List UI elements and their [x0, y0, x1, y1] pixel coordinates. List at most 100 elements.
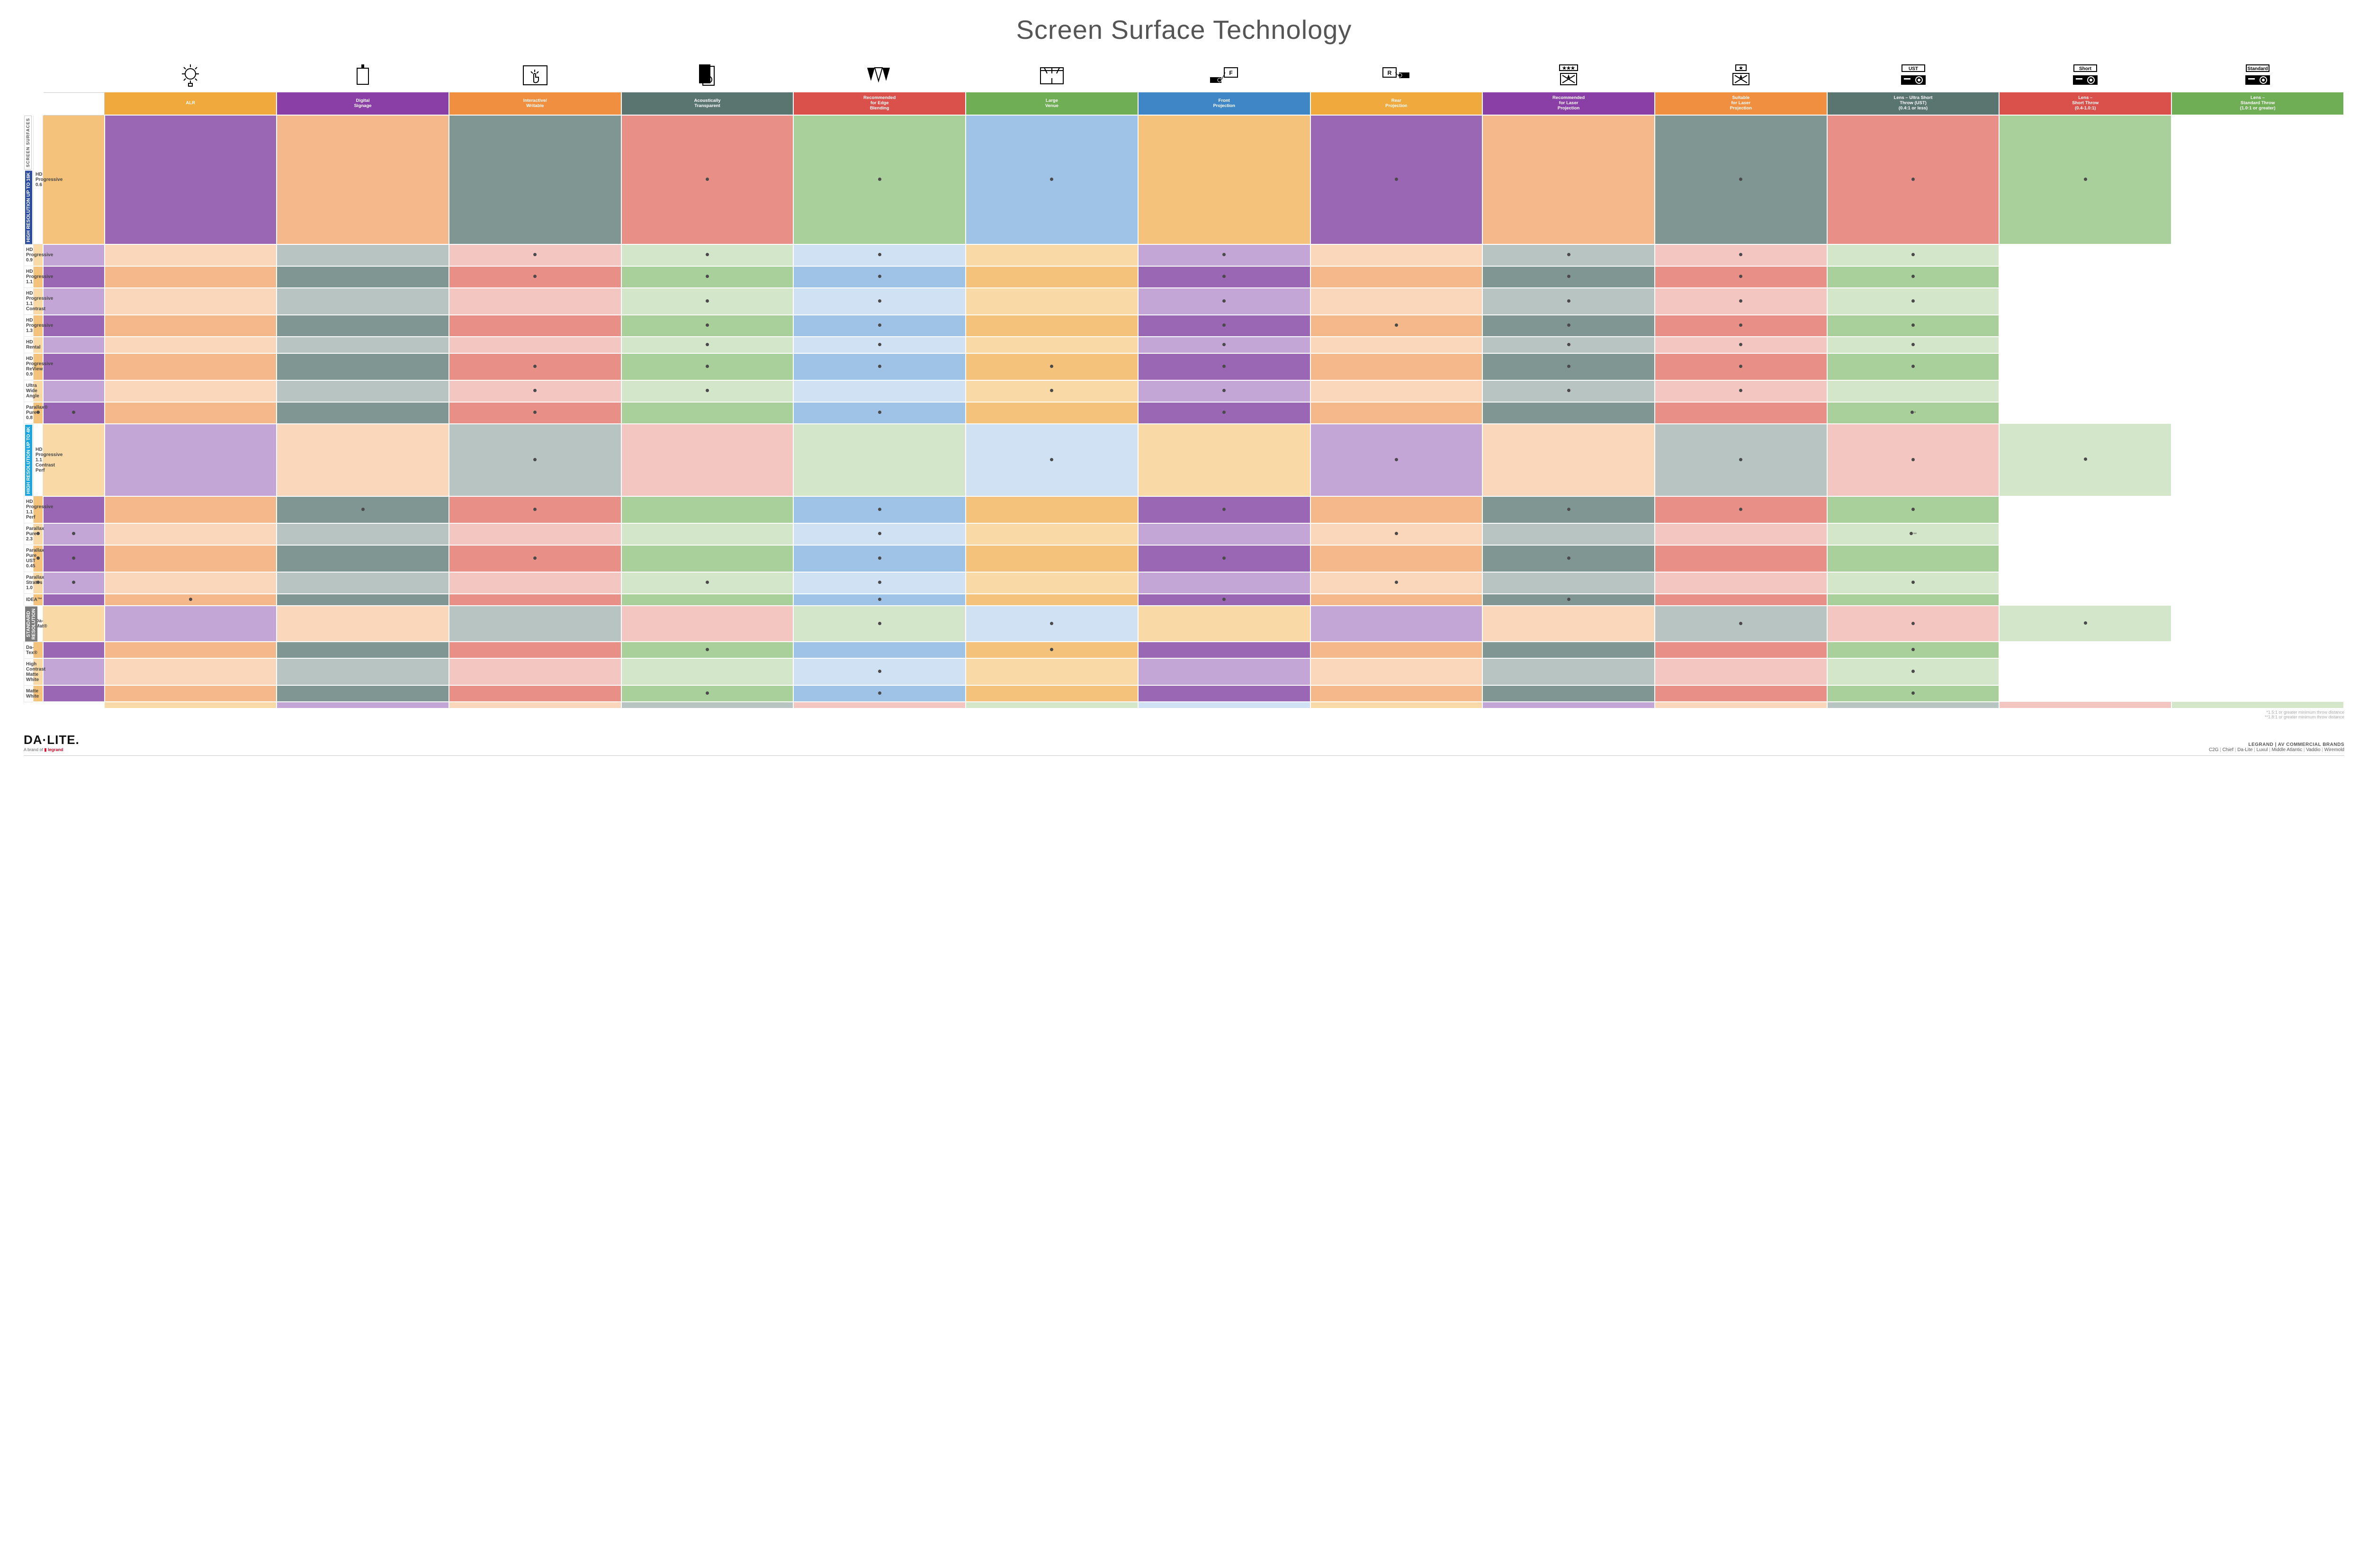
cell-iw [105, 353, 277, 380]
cell-st [1655, 545, 1827, 572]
cell-rlp [1138, 266, 1310, 288]
cell-rp [966, 380, 1138, 402]
cell-std [1827, 594, 2000, 606]
side-label-outer: SCREEN SURFACES [24, 116, 32, 170]
col-icon-slp: ★ [1655, 59, 1827, 92]
cell-iw [105, 266, 277, 288]
col-icon-eb [793, 59, 966, 92]
cell-at [277, 658, 449, 685]
cell-fp [793, 523, 966, 545]
cell-fp [966, 424, 1138, 496]
cell-st [1655, 244, 1827, 266]
col-head-eb: Recommendedfor EdgeBlending [793, 92, 966, 115]
cell-rp [966, 594, 1138, 606]
svg-text:★: ★ [1739, 66, 1743, 71]
cell-ust [1482, 572, 1655, 594]
cell-eb [449, 337, 621, 353]
cell-ust [1482, 658, 1655, 685]
cell-lv [621, 244, 794, 266]
cell-std [1999, 115, 2171, 244]
cell-iw [105, 685, 277, 702]
cell-rlp [1138, 353, 1310, 380]
row-label: Ultra Wide Angle [24, 380, 34, 402]
cell-ust [1482, 288, 1655, 315]
col-head-lv: LargeVenue [966, 92, 1138, 115]
cell-lv [793, 424, 966, 496]
cell-ds [43, 496, 105, 523]
cell-st [1655, 572, 1827, 594]
cell-ust [1482, 315, 1655, 337]
cell-rlp [1310, 606, 1483, 642]
cell-rp [966, 685, 1138, 702]
cell-std [1827, 380, 2000, 402]
cell-std [1827, 315, 2000, 337]
cell-ds [43, 288, 105, 315]
cell-ust [1482, 353, 1655, 380]
cell-rp [966, 523, 1138, 545]
cell-at [277, 288, 449, 315]
col-head-st: Lens –Short Throw(0.4-1.0:1) [1999, 92, 2171, 115]
cell-st [1655, 594, 1827, 606]
footer-right: LEGRAND | AV COMMERCIAL BRANDS C2GChiefD… [2209, 742, 2344, 753]
cell-std [1827, 496, 2000, 523]
cell-at [277, 337, 449, 353]
cell-slp [1310, 266, 1483, 288]
col-head-alr: ALR [105, 92, 277, 115]
cell-ust [1482, 266, 1655, 288]
cell-at [277, 572, 449, 594]
cell-lv [621, 642, 794, 658]
row-label: Da-Tex® [24, 642, 34, 658]
cell-lv [621, 545, 794, 572]
cell-rp [966, 288, 1138, 315]
cell-st [1827, 424, 2000, 496]
cell-rp [966, 545, 1138, 572]
cell-lv [793, 115, 966, 244]
cell-st [1655, 523, 1827, 545]
col-head-fp: FrontProjection [1138, 92, 1310, 115]
cell-rlp [1138, 402, 1310, 424]
cell-fp [793, 572, 966, 594]
footnotes: *1.5:1 or greater minimum throw distance… [24, 710, 2344, 719]
cell-rlp [1138, 545, 1310, 572]
cell-iw [105, 572, 277, 594]
cell-rlp [1138, 288, 1310, 315]
cell-at [277, 315, 449, 337]
cell-at [277, 642, 449, 658]
cell-rp [966, 572, 1138, 594]
cell-iw [105, 315, 277, 337]
cell-std [1827, 642, 2000, 658]
cell-std [1827, 685, 2000, 702]
cell-eb [621, 424, 794, 496]
cell-eb [449, 288, 621, 315]
col-head-ds: DigitalSignage [277, 92, 449, 115]
cell-fp [793, 402, 966, 424]
cell-ds [43, 594, 105, 606]
cell-fp [793, 337, 966, 353]
features-header: FEATURES [43, 92, 105, 115]
row-label: High ContrastMatte White [24, 658, 34, 685]
cell-slp [1310, 380, 1483, 402]
col-head-iw: Interactive/Writable [449, 92, 621, 115]
cell-ds [43, 380, 105, 402]
cell-std [1827, 244, 2000, 266]
cell-at [277, 353, 449, 380]
cell-rp [966, 266, 1138, 288]
cell-slp [1482, 424, 1655, 496]
cell-ust [1482, 523, 1655, 545]
cell-ust [1482, 380, 1655, 402]
cell-fp [966, 115, 1138, 244]
cell-fp [793, 266, 966, 288]
cell-ds [43, 545, 105, 572]
cell-fp [793, 380, 966, 402]
cell-rlp [1138, 658, 1310, 685]
cell-rp [966, 315, 1138, 337]
cell-rlp [1138, 380, 1310, 402]
cell-eb [621, 606, 794, 642]
cell-st [1655, 353, 1827, 380]
cell-iw [105, 545, 277, 572]
cell-st [1655, 402, 1827, 424]
brand-logo: DA·LITE. A brand of ▮ legrand [24, 733, 80, 753]
cell-fp [793, 244, 966, 266]
cell-st [1655, 266, 1827, 288]
cell-st [1655, 496, 1827, 523]
